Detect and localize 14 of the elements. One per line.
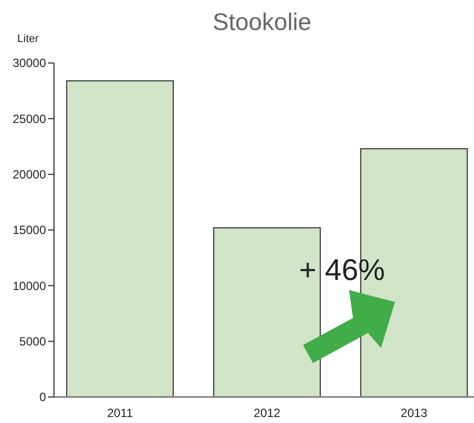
y-tick-label: 20000 bbox=[12, 168, 46, 182]
y-tick-label: 15000 bbox=[12, 223, 46, 238]
y-tick-label: 0 bbox=[39, 390, 46, 404]
bar bbox=[66, 80, 174, 398]
bar bbox=[213, 227, 321, 398]
y-tick-label: 10000 bbox=[12, 278, 46, 293]
x-tick-label: 2012 bbox=[254, 406, 281, 420]
y-tick-label: 25000 bbox=[12, 112, 46, 126]
y-axis-title: Liter bbox=[17, 33, 40, 45]
x-tick-label: 2013 bbox=[400, 406, 428, 420]
y-tick-label: 30000 bbox=[12, 56, 46, 70]
x-tick-label: 2011 bbox=[107, 406, 134, 420]
chart-title: Stookolie bbox=[212, 9, 312, 36]
y-tick-label: 5000 bbox=[19, 334, 46, 349]
